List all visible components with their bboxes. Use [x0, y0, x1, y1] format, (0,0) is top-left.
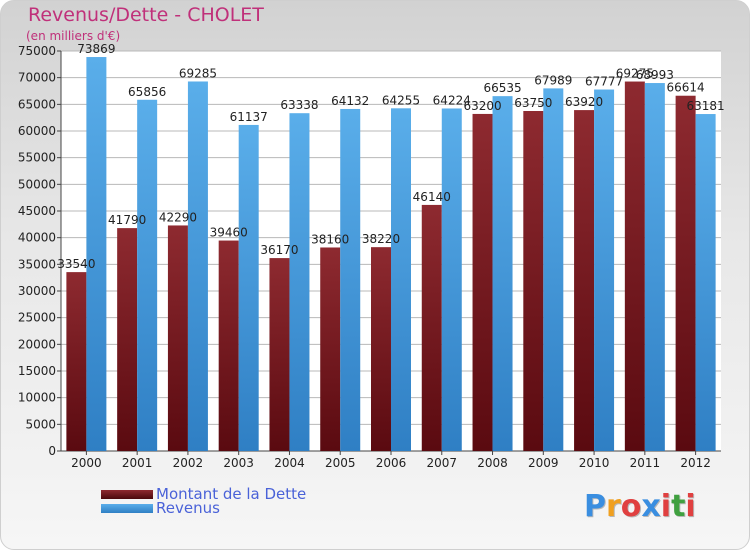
x-tick-label: 2007	[426, 456, 457, 470]
debt-value-label: 63920	[565, 95, 603, 109]
debt-bar	[320, 247, 341, 451]
debt-value-label: 38160	[311, 232, 349, 246]
revenue-value-label: 64255	[382, 93, 420, 107]
legend-label-debt: Montant de la Dette	[156, 485, 307, 503]
revenue-bar	[441, 108, 462, 452]
debt-value-label: 42290	[159, 210, 197, 224]
revenue-bar	[137, 99, 158, 451]
debt-value-label: 69275	[616, 67, 654, 81]
x-tick-label: 2005	[325, 456, 356, 470]
revenue-bar	[391, 108, 411, 451]
y-tick-label: 65000	[18, 97, 56, 111]
revenue-value-label: 68993	[636, 68, 674, 82]
y-tick-label: 0	[48, 444, 56, 458]
revenue-bar	[340, 108, 361, 451]
revenue-value-label: 65856	[128, 85, 166, 99]
logo-letter: P	[584, 489, 606, 524]
revenue-value-label: 64132	[331, 94, 369, 108]
debt-bar	[624, 81, 645, 452]
revenue-value-label: 66535	[483, 81, 521, 95]
debt-value-label: 38220	[362, 232, 400, 246]
logo-letter: i	[660, 489, 672, 524]
y-tick-label: 75000	[18, 44, 56, 58]
debt-value-label: 66614	[667, 81, 705, 95]
revenue-value-label: 67989	[534, 73, 572, 87]
debt-bar	[117, 228, 138, 451]
x-tick-label: 2010	[579, 456, 610, 470]
logo-letter: r	[606, 489, 621, 524]
revenue-value-label: 63338	[280, 98, 318, 112]
x-tick-label: 2008	[477, 456, 508, 470]
y-tick-label: 40000	[18, 231, 56, 245]
x-tick-label: 2011	[630, 456, 661, 470]
debt-value-label: 63200	[463, 99, 501, 113]
logo-letter: i	[685, 489, 696, 524]
legend-label-revenue: Revenus	[156, 499, 220, 517]
x-tick-label: 2000	[71, 456, 102, 470]
revenue-bar	[238, 124, 259, 451]
y-tick-label: 50000	[18, 177, 56, 191]
debt-bar	[675, 95, 696, 451]
revenue-value-label: 61137	[230, 110, 268, 124]
data-labels: 33540 73869 41790 65856 42290 69285 39460 61137…	[57, 42, 724, 271]
x-tick-label: 2003	[223, 456, 254, 470]
debt-bar	[523, 111, 544, 451]
y-tick-label: 55000	[18, 151, 56, 165]
y-tick-label: 15000	[18, 364, 56, 378]
revenue-value-label: 73869	[77, 42, 115, 56]
revenue-bar	[594, 89, 615, 451]
proxiti-logo: Proxiti	[584, 489, 696, 524]
debt-value-label: 41790	[108, 213, 146, 227]
debt-value-label: 46140	[413, 190, 451, 204]
chart-subtitle: (en milliers d'€)	[26, 29, 121, 43]
x-tick-label: 2001	[122, 456, 153, 470]
revenue-bar	[289, 113, 310, 452]
revenue-value-label: 69285	[179, 66, 217, 80]
debt-bar	[574, 110, 595, 452]
x-tick-label: 2009	[528, 456, 559, 470]
revenue-bar	[695, 114, 716, 451]
y-tick-label: 25000	[18, 311, 56, 325]
debt-value-label: 39460	[210, 226, 248, 240]
y-tick-label: 60000	[18, 124, 56, 138]
x-tick-label: 2002	[173, 456, 204, 470]
logo-letter: o	[620, 489, 642, 524]
y-tick-label: 70000	[18, 71, 56, 85]
x-tick-label: 2004	[274, 456, 305, 470]
revenue-value-label: 64224	[433, 93, 471, 107]
logo-letter: x	[641, 489, 661, 524]
revenue-bar	[644, 83, 665, 452]
y-tick-label: 30000	[18, 284, 56, 298]
logo-letter: t	[671, 489, 686, 524]
revenue-bar	[543, 88, 564, 451]
debt-bar	[472, 113, 493, 451]
debt-bar	[371, 247, 391, 451]
debt-bar	[421, 204, 442, 451]
y-tick-label: 35000	[18, 257, 56, 271]
x-tick-label: 2012	[680, 456, 711, 470]
debt-bar	[167, 225, 188, 451]
y-tick-label: 5000	[25, 417, 56, 431]
bars	[66, 57, 716, 452]
y-tick-label: 10000	[18, 391, 56, 405]
y-tick-label: 20000	[18, 337, 56, 351]
debt-value-label: 33540	[57, 257, 95, 271]
debt-value-label: 63750	[514, 96, 552, 110]
debt-value-label: 36170	[260, 243, 298, 257]
legend-swatch-revenue	[101, 504, 153, 513]
x-tick-label: 2006	[376, 456, 407, 470]
revenue-value-label: 63181	[687, 99, 725, 113]
revenue-bar	[492, 96, 513, 451]
debt-bar	[66, 272, 87, 451]
revenue-value-label: 67777	[585, 75, 623, 89]
revenue-bar	[86, 57, 107, 451]
chart-title: Revenus/Dette - CHOLET	[28, 4, 264, 26]
debt-bar	[218, 240, 239, 451]
y-tick-label: 45000	[18, 204, 56, 218]
legend-swatch-debt	[101, 490, 153, 499]
debt-bar	[269, 258, 290, 451]
revenue-bar	[187, 81, 208, 451]
